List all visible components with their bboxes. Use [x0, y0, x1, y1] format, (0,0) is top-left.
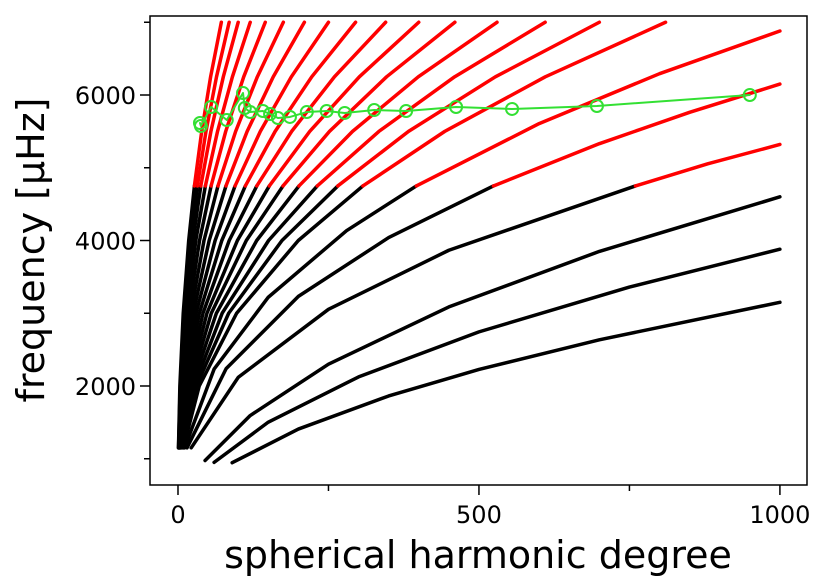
ridge	[297, 20, 499, 188]
data-point	[505, 101, 520, 116]
ridge	[243, 20, 358, 188]
data-point	[263, 106, 278, 121]
data-point	[449, 100, 464, 115]
ridge	[212, 247, 782, 465]
ridge	[230, 300, 782, 465]
ridge	[491, 82, 782, 188]
ridge	[224, 20, 307, 188]
data-point	[589, 98, 604, 113]
ridge	[182, 184, 419, 450]
y-tick-label: 4000	[75, 227, 136, 255]
x-tick-label: 1000	[749, 501, 810, 529]
data-point	[742, 88, 757, 103]
ridge	[181, 184, 365, 450]
data-point	[319, 104, 334, 119]
ridge	[195, 20, 231, 188]
x-tick-label: 0	[170, 501, 185, 529]
ridge	[233, 20, 331, 188]
ridge	[281, 20, 457, 188]
ridge	[185, 184, 496, 450]
ridge	[209, 20, 268, 188]
data-point	[337, 105, 352, 120]
ridge	[176, 184, 197, 450]
ridge	[633, 142, 782, 188]
ridge	[315, 20, 547, 188]
ridge	[189, 184, 638, 450]
ridge	[203, 20, 252, 188]
ridge	[203, 195, 782, 463]
ridge	[361, 20, 668, 188]
data-point	[282, 109, 297, 124]
ridge	[255, 20, 388, 188]
data-point	[219, 113, 234, 128]
data-point	[399, 104, 414, 119]
data-point	[367, 102, 382, 117]
data-point	[299, 105, 314, 120]
data-point	[255, 104, 270, 119]
y-tick-label: 6000	[75, 82, 136, 110]
data-point	[235, 86, 250, 101]
ridge	[267, 20, 421, 188]
ridge	[216, 20, 286, 188]
y-tick-label: 2000	[75, 373, 136, 401]
x-tick-label: 500	[456, 501, 502, 529]
ridge	[414, 29, 782, 188]
x-axis-label: spherical harmonic degree	[224, 533, 732, 577]
data-point	[193, 118, 208, 133]
data-point	[204, 100, 219, 115]
y-axis-label: frequency [μHz]	[9, 97, 53, 402]
